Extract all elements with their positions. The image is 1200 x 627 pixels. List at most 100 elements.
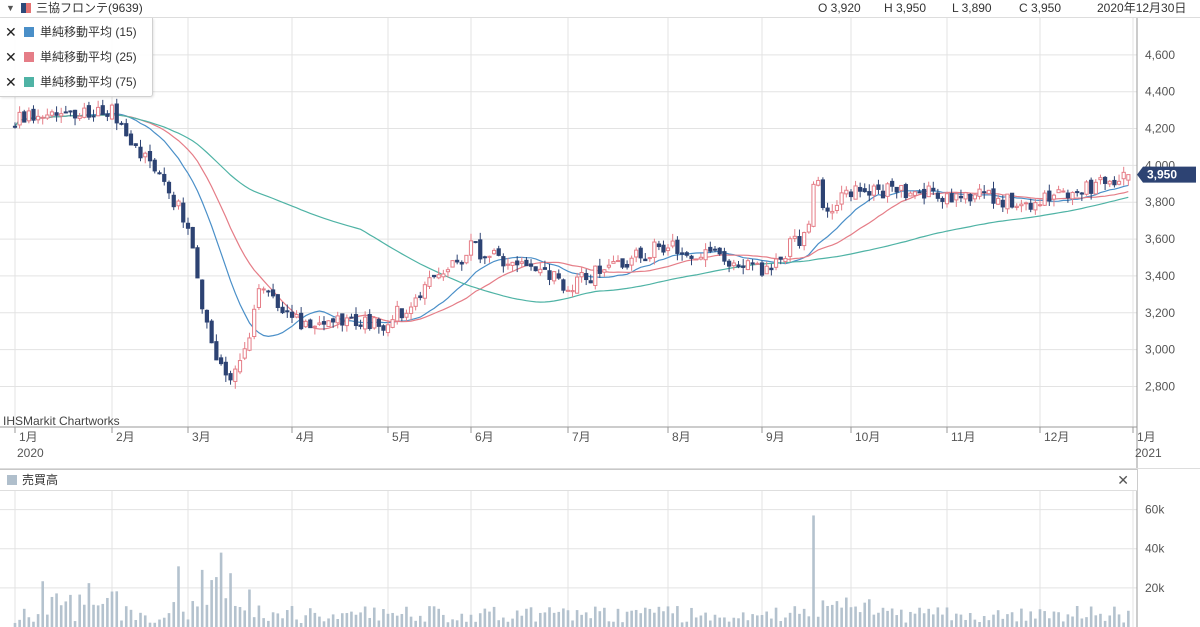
candle-body: [261, 288, 266, 291]
volume-bar: [386, 613, 390, 627]
candle-body: [755, 262, 760, 265]
volume-bar: [978, 621, 981, 627]
candle-body: [963, 192, 968, 200]
volume-bar: [996, 610, 1000, 627]
remove-icon[interactable]: ✕: [5, 74, 17, 90]
candle-body: [731, 262, 736, 267]
remove-icon[interactable]: ✕: [5, 24, 17, 40]
volume-bar: [802, 608, 806, 627]
close-value: C 3,950: [1019, 1, 1062, 15]
close-panel-icon[interactable]: ✕: [1117, 472, 1129, 488]
candle-body: [1103, 176, 1108, 184]
volume-bar: [414, 620, 417, 627]
candle-body: [233, 368, 238, 382]
volume-bar: [243, 610, 247, 627]
volume-bar: [1061, 621, 1065, 627]
volume-bar: [807, 616, 811, 627]
y-tick-label: 3,400: [1145, 269, 1175, 283]
candle-body: [968, 193, 973, 202]
candle-body: [552, 271, 557, 282]
volume-bar: [845, 597, 848, 627]
candle-body: [321, 321, 327, 325]
volume-bar: [741, 612, 745, 627]
volume-bar: [363, 606, 367, 627]
volume-bar: [973, 619, 977, 627]
candle-body: [35, 115, 41, 121]
volume-bar: [685, 621, 689, 627]
volume-bar: [634, 609, 638, 627]
last-price-tag: [1137, 166, 1196, 183]
x-tick-year: 2021: [1135, 446, 1162, 460]
candle-body: [459, 261, 464, 265]
volume-bar: [945, 607, 949, 627]
candle-body: [788, 238, 793, 257]
volume-bar: [1006, 614, 1009, 627]
candle-body: [312, 325, 317, 328]
candle-body: [299, 312, 304, 330]
candle-body: [1014, 205, 1019, 208]
candle-body: [1033, 202, 1038, 211]
legend-item-sma15[interactable]: ✕ 単純移動平均 (15): [0, 22, 152, 42]
legend-item-sma75[interactable]: ✕ 単純移動平均 (75): [0, 72, 152, 92]
candle-body: [91, 115, 96, 118]
volume-bar: [690, 607, 693, 627]
volume-bar: [557, 611, 561, 627]
candle-body: [620, 258, 625, 268]
candle-body: [381, 325, 386, 331]
volume-bar: [205, 604, 209, 627]
volume-bar: [816, 616, 820, 627]
volume-bar: [525, 608, 528, 627]
candle-body: [899, 184, 904, 191]
collapse-triangle-icon[interactable]: ▼: [6, 3, 15, 13]
volume-bar: [50, 596, 54, 627]
volume-bar: [867, 599, 871, 627]
volume-bar: [181, 611, 185, 627]
volume-bar: [1103, 620, 1107, 627]
candle-body: [694, 258, 699, 261]
volume-bar: [409, 616, 413, 627]
candle-body: [750, 262, 755, 265]
candle-body: [926, 185, 931, 198]
candle-body: [450, 260, 455, 268]
volume-bar: [955, 613, 958, 627]
remove-icon[interactable]: ✕: [5, 49, 17, 65]
candle-body: [436, 274, 441, 279]
volume-bar: [774, 607, 778, 627]
volume-bar: [372, 607, 376, 627]
volume-bar: [982, 616, 986, 627]
volume-bar: [765, 611, 768, 627]
candle-body: [853, 185, 858, 200]
volume-bar: [562, 608, 565, 627]
x-tick-year: 2020: [17, 446, 44, 460]
candle-body: [317, 322, 322, 325]
volume-bar: [713, 614, 717, 627]
volume-bar: [826, 605, 829, 627]
candle-body: [390, 319, 395, 328]
candle-body: [1023, 202, 1029, 205]
candle-body: [764, 265, 769, 275]
candle-body: [228, 373, 233, 381]
candle-body: [63, 111, 68, 114]
volume-bar: [630, 610, 633, 627]
volume-bar: [1108, 615, 1112, 627]
candle-body: [86, 105, 92, 118]
ma-line-15: [14, 112, 1129, 338]
legend-item-sma25[interactable]: ✕ 単純移動平均 (25): [0, 47, 152, 67]
volume-tick-label: 40k: [1145, 542, 1165, 556]
candle-body: [515, 260, 520, 266]
volume-bar: [571, 620, 574, 627]
x-tick-label: 9月: [766, 430, 785, 444]
volume-bar: [950, 620, 953, 627]
candle-body: [802, 232, 807, 247]
volume-bar: [584, 612, 588, 627]
volume-bar: [941, 614, 944, 627]
candle-body: [478, 239, 483, 260]
volume-bar: [639, 613, 643, 627]
volume-bar: [405, 606, 408, 627]
candle-body: [270, 289, 276, 297]
candle-body: [1000, 199, 1005, 208]
candle-body: [611, 261, 616, 264]
candle-body: [31, 108, 36, 121]
volume-bar: [927, 608, 931, 627]
volume-bar: [680, 622, 684, 627]
